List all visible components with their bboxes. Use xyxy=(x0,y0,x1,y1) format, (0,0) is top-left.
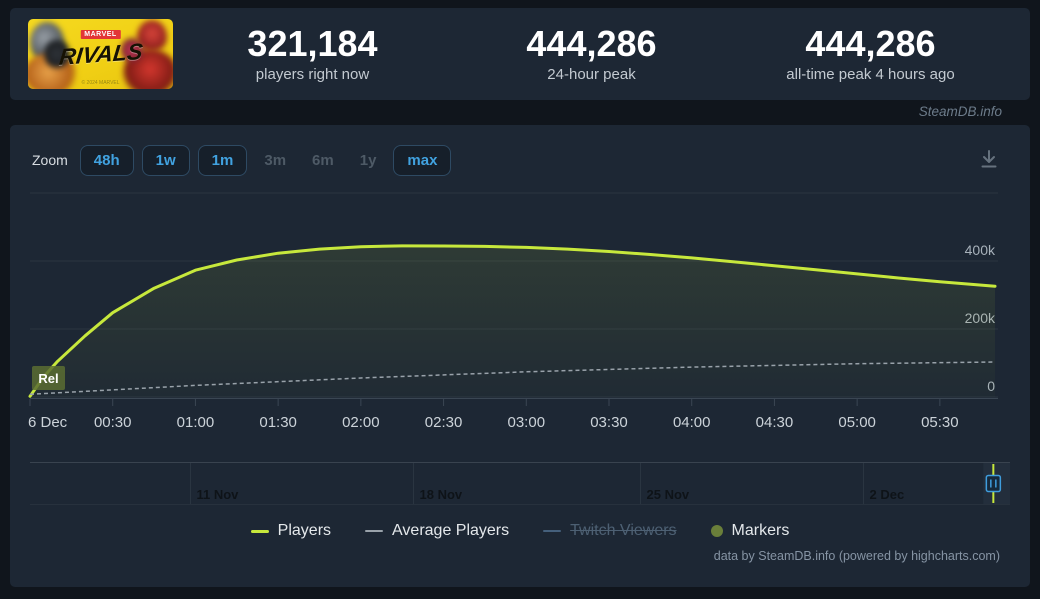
x-axis-label: 02:00 xyxy=(342,414,380,431)
legend-item-average-players[interactable]: Average Players xyxy=(365,522,509,540)
zoom-button-1m[interactable]: 1m xyxy=(197,144,248,176)
legend-swatch xyxy=(710,525,723,537)
download-icon[interactable] xyxy=(978,148,1000,172)
zoom-button-1w[interactable]: 1w xyxy=(141,144,190,176)
legend-swatch xyxy=(365,530,384,532)
game-banner: MARVEL RIVALS © 2024 MARVEL xyxy=(28,19,173,89)
legend-swatch xyxy=(250,529,269,533)
navigator-handle-grip[interactable] xyxy=(985,474,1002,493)
stat-24h-peak: 444,286 24-hour peak xyxy=(452,25,731,83)
x-axis-label: 03:30 xyxy=(590,414,628,431)
navigator-handle[interactable] xyxy=(985,474,1002,493)
legend-item-twitch-viewers[interactable]: Twitch Viewers xyxy=(543,522,677,540)
chart-credits[interactable]: data by SteamDB.info (powered by highcha… xyxy=(713,549,1000,563)
zoom-label: Zoom xyxy=(32,152,68,168)
zoom-button-group: 48h 1w 1m 3m 6m 1y max xyxy=(79,144,452,176)
players-area-fill xyxy=(30,245,995,397)
legend-item-players[interactable]: Players xyxy=(250,522,332,540)
24h-peak-value: 444,286 xyxy=(526,23,657,65)
steamdb-watermark: SteamDB.info xyxy=(918,104,1002,119)
chart-navigator[interactable]: 11 Nov 18 Nov 25 Nov 2 Dec xyxy=(30,462,1010,505)
x-axis-label: 02:30 xyxy=(425,414,463,431)
chart-legend: Players Average Players Twitch Viewers Mark… xyxy=(10,522,1030,540)
navigator-tick-label: 18 Nov xyxy=(420,487,463,502)
legend-swatch xyxy=(543,530,562,532)
x-axis-label: 04:30 xyxy=(756,414,794,431)
x-axis-label: 01:00 xyxy=(177,414,215,431)
player-count-chart[interactable]: 0200k400k6 Dec00:3001:0001:3002:0002:300… xyxy=(10,185,1030,435)
release-marker[interactable]: Rel xyxy=(32,366,65,390)
navigator-tick-label: 25 Nov xyxy=(647,487,690,502)
zoom-button-3m: 3m xyxy=(264,151,287,169)
legend-label: Twitch Viewers xyxy=(570,522,677,539)
x-axis-label: 01:30 xyxy=(259,414,297,431)
x-axis-label: 05:00 xyxy=(838,414,876,431)
x-axis-label: 05:30 xyxy=(921,414,959,431)
zoom-button-6m: 6m xyxy=(312,151,334,169)
legend-label: Markers xyxy=(731,522,790,539)
players-series-line[interactable] xyxy=(28,244,997,398)
legend-item-markers[interactable]: Markers xyxy=(710,522,790,540)
banner-copyright: © 2024 MARVEL xyxy=(81,80,120,86)
stat-current-players: 321,184 players right now xyxy=(173,25,452,83)
x-axis-label: 6 Dec xyxy=(28,414,68,431)
stat-alltime-peak: 444,286 all-time peak 4 hours ago xyxy=(731,25,1010,83)
alltime-peak-label: all-time peak 4 hours ago xyxy=(786,65,955,83)
release-marker-label: Rel xyxy=(38,371,58,386)
release-marker-badge[interactable] xyxy=(32,366,65,390)
app-header: MARVEL RIVALS © 2024 MARVEL 321,184 play… xyxy=(10,8,1030,100)
navigator-tick-label: 2 Dec xyxy=(870,487,905,502)
24h-peak-label: 24-hour peak xyxy=(547,65,636,83)
current-players-label: players right now xyxy=(255,65,370,83)
legend-label: Players xyxy=(277,522,332,539)
navigator-tick-label: 11 Nov xyxy=(197,487,240,502)
stats-row: 321,184 players right now 444,286 24-hou… xyxy=(173,25,1030,83)
x-axis-label: 04:00 xyxy=(673,414,711,431)
alltime-peak-value: 444,286 xyxy=(805,23,936,65)
x-axis-label: 03:00 xyxy=(508,414,546,431)
zoom-button-1y: 1y xyxy=(359,151,377,169)
x-axis-label: 00:30 xyxy=(94,414,132,431)
zoom-button-max[interactable]: max xyxy=(393,144,452,176)
y-axis-label: 400k xyxy=(965,242,996,258)
current-players-value: 321,184 xyxy=(247,23,378,65)
zoom-button-48h[interactable]: 48h xyxy=(79,144,134,176)
legend-label: Average Players xyxy=(392,522,510,539)
average-players-series-line[interactable] xyxy=(29,361,996,396)
chart-toolbar: Zoom 48h 1w 1m 3m 6m 1y max xyxy=(32,143,1000,177)
marvel-logo: MARVEL xyxy=(80,30,121,39)
